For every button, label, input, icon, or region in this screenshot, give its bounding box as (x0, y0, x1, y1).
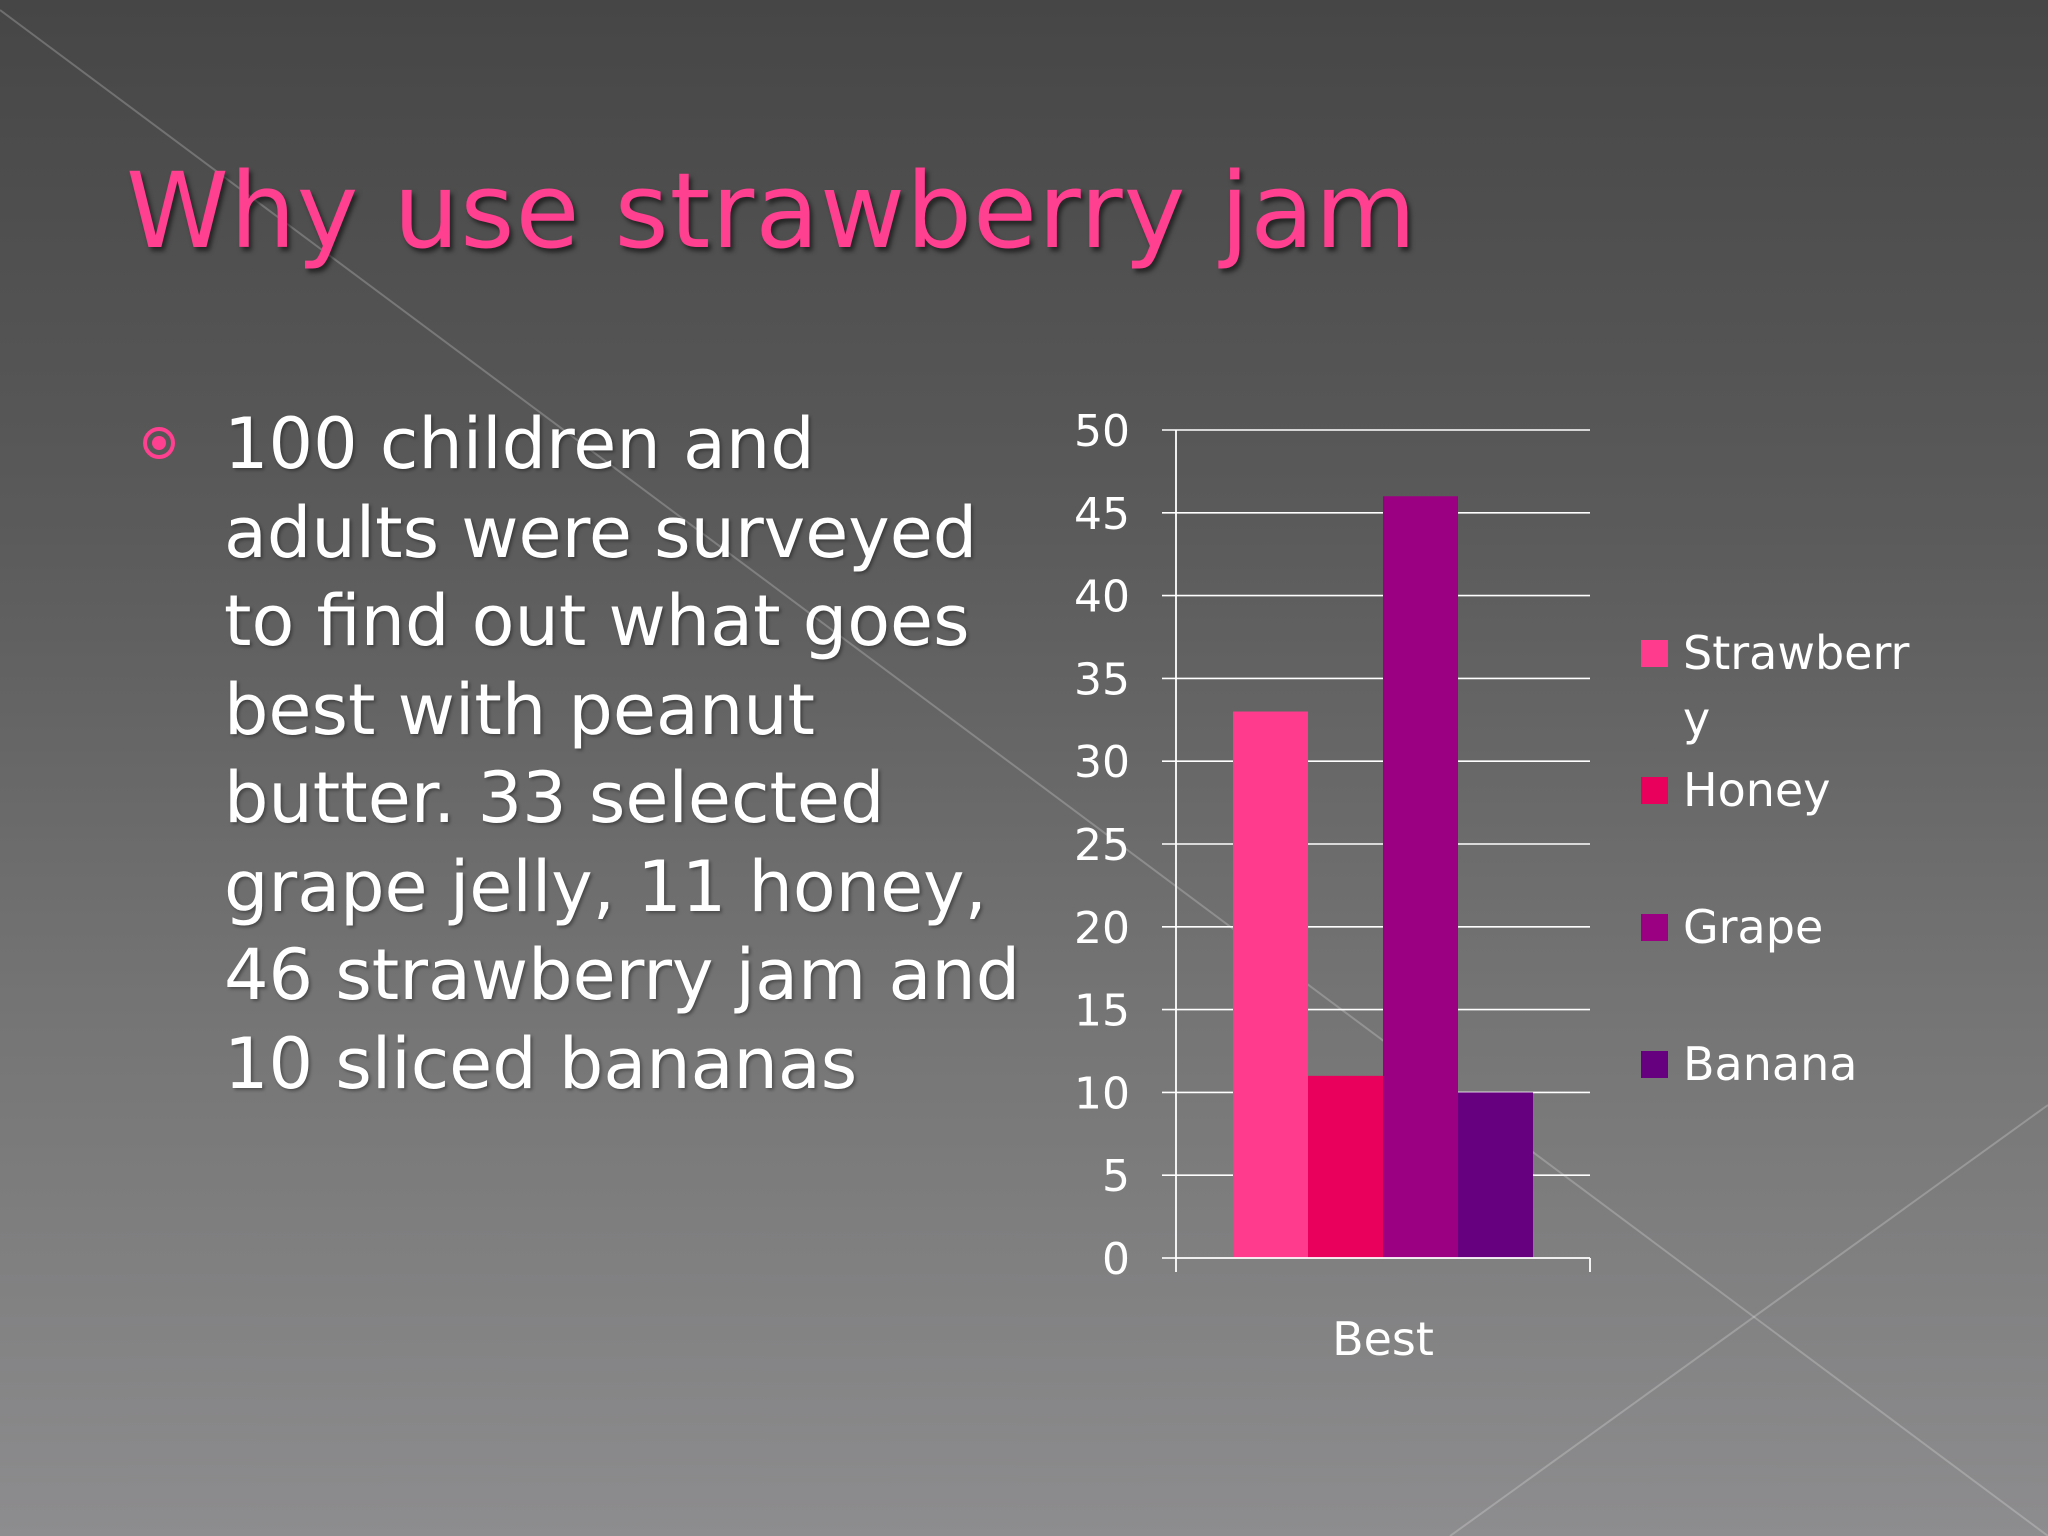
target-bullet-icon (143, 427, 175, 459)
y-tick-label: 35 (1074, 654, 1130, 705)
y-tick-label: 50 (1074, 406, 1130, 457)
y-tick-label: 10 (1074, 1068, 1130, 1119)
legend-label: y (1683, 692, 1710, 746)
x-category-label: Best (1332, 1312, 1434, 1366)
legend-item-honey: Honey (1641, 763, 1830, 817)
bar-honey (1308, 1075, 1383, 1258)
decoration-diagonal-line (1449, 1104, 2048, 1536)
y-tick-label: 30 (1074, 737, 1130, 788)
y-tick-label: 25 (1074, 820, 1130, 871)
y-tick-label: 5 (1102, 1151, 1130, 1202)
legend-label: Grape (1683, 900, 1823, 954)
legend-label: Banana (1683, 1037, 1857, 1091)
legend-swatch (1641, 640, 1668, 667)
decoration-diagonal-line (0, 9, 2048, 1536)
legend-label: Strawberr (1683, 626, 1910, 680)
legend-swatch (1641, 1051, 1668, 1078)
legend-item-grape: Grape (1641, 900, 1823, 954)
legend-item-strawberry: Strawberr y (1641, 626, 1910, 746)
bullet-item-text: 100 children and adults were surveyed to… (224, 403, 1021, 1105)
y-tick-label: 15 (1074, 986, 1130, 1037)
chart-axes: 0 5 10 15 20 25 30 35 40 45 50 Best (1074, 406, 1591, 1366)
slide-title: Why use strawberry jam (126, 150, 1418, 272)
y-tick-label: 20 (1074, 903, 1130, 954)
y-tick-label: 45 (1074, 489, 1130, 540)
legend-label: Honey (1683, 763, 1830, 817)
bar-banana (1458, 1092, 1533, 1258)
y-tick-label: 40 (1074, 572, 1130, 623)
y-tick-label: 0 (1102, 1234, 1130, 1285)
legend-item-banana: Banana (1641, 1037, 1857, 1091)
legend-swatch (1641, 914, 1668, 941)
bar-strawberry (1233, 711, 1308, 1258)
chart-legend: Strawberr y Honey Grape Banana (1641, 626, 1910, 1091)
chart-bars (1233, 496, 1533, 1258)
bar-grape (1383, 496, 1458, 1258)
legend-swatch (1641, 777, 1668, 804)
